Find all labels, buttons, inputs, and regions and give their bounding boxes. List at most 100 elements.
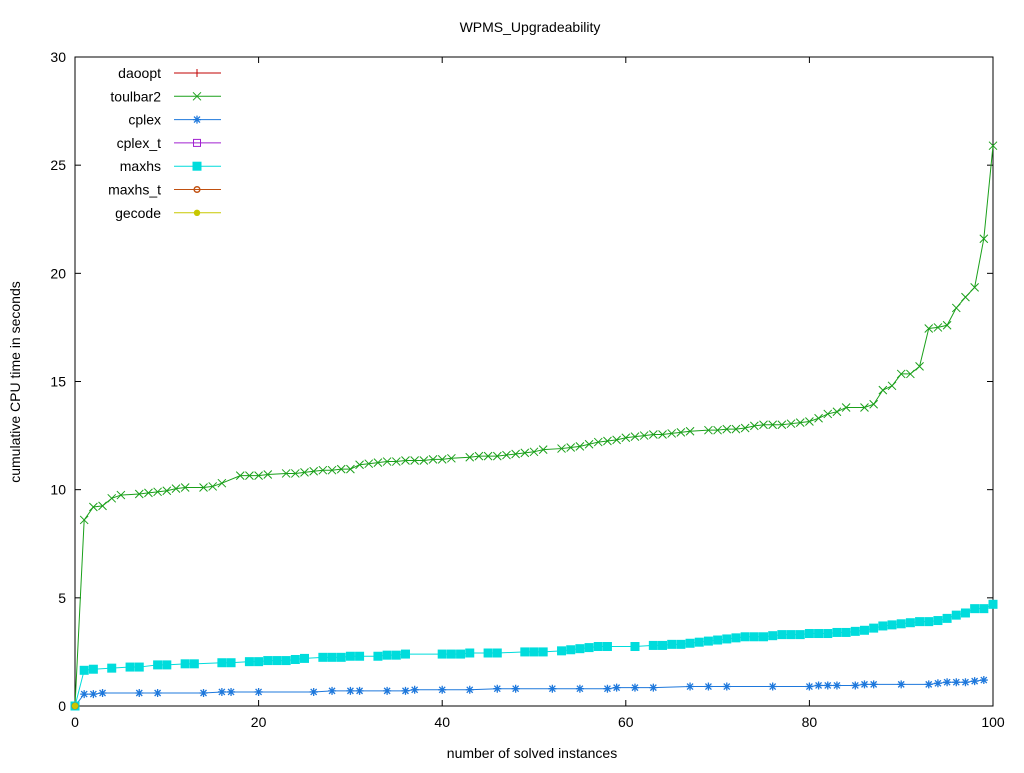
data-point [382, 650, 392, 660]
data-point [740, 632, 750, 642]
marker-stroke [419, 456, 429, 465]
marker-stroke [428, 455, 438, 464]
data-point [309, 687, 318, 696]
marker-shape [566, 645, 576, 655]
marker-stroke [933, 323, 943, 332]
data-point [970, 677, 979, 686]
marker-stroke [79, 515, 89, 525]
data-point [355, 460, 364, 470]
data-point [887, 381, 897, 391]
data-point [713, 425, 722, 435]
marker-stroke [759, 420, 768, 430]
x-tick-label: 20 [251, 714, 267, 730]
y-tick-label: 20 [50, 265, 66, 281]
marker-shape [180, 659, 190, 669]
data-point [401, 456, 410, 465]
marker-stroke [89, 690, 98, 699]
marker-stroke [704, 425, 713, 435]
marker-stroke [382, 457, 392, 466]
marker-stroke [906, 369, 915, 379]
marker-shape [960, 608, 970, 618]
data-point [217, 687, 226, 696]
data-point [612, 435, 621, 445]
marker-shape [722, 634, 732, 644]
marker-stroke [193, 69, 201, 77]
marker-shape [979, 604, 989, 614]
marker-stroke [897, 680, 906, 689]
marker-stroke [805, 417, 814, 426]
data-point [777, 420, 787, 430]
marker-stroke [731, 424, 741, 434]
marker-shape [915, 617, 925, 627]
legend-entry-maxhs_t: maxhs_t [108, 182, 221, 198]
marker-stroke [355, 686, 364, 695]
data-point [676, 427, 686, 437]
data-point [474, 451, 484, 461]
data-point [382, 457, 392, 466]
marker-stroke [410, 456, 420, 465]
data-point [740, 423, 750, 433]
marker-stroke [621, 433, 631, 443]
data-point [603, 684, 612, 693]
data-point [134, 662, 144, 672]
data-point [658, 430, 667, 439]
marker-shape [88, 664, 98, 674]
data-point [446, 649, 456, 659]
marker-stroke [575, 684, 584, 693]
data-point [814, 629, 824, 639]
marker-stroke [465, 685, 474, 694]
data-point [648, 640, 658, 650]
marker-shape [740, 632, 750, 642]
data-point [419, 456, 429, 465]
legend-marker [193, 209, 201, 216]
marker-stroke [704, 682, 713, 691]
marker-stroke [915, 362, 924, 371]
data-point [933, 616, 943, 626]
marker-stroke [336, 464, 346, 474]
marker-shape [189, 659, 199, 669]
data-point [924, 617, 934, 627]
marker-shape [391, 650, 401, 660]
data-point [942, 320, 952, 330]
marker-stroke [355, 460, 364, 470]
data-point [878, 385, 888, 395]
legend-entry-cplex_t: cplex_t [117, 135, 221, 151]
marker-shape [446, 649, 456, 659]
marker-stroke [878, 385, 888, 395]
marker-shape [263, 656, 273, 666]
x-tick-label: 80 [802, 714, 818, 730]
data-point [345, 651, 355, 661]
x-axis-label: number of solved instances [447, 745, 617, 761]
marker-stroke [254, 471, 263, 480]
marker-stroke [667, 429, 677, 438]
marker-shape [192, 161, 202, 171]
data-point [447, 453, 456, 463]
data-point [98, 689, 107, 698]
data-point [245, 471, 254, 480]
series-line-toulbar2 [74, 145, 994, 707]
data-point [933, 323, 943, 332]
data-point [804, 629, 814, 639]
data-point [153, 660, 163, 670]
data-point [244, 657, 254, 667]
data-point [630, 642, 640, 652]
data-point [227, 687, 236, 696]
marker-stroke [263, 470, 273, 479]
legend-entry-gecode: gecode [115, 205, 221, 221]
marker-stroke [603, 684, 612, 693]
data-point [355, 686, 364, 695]
marker-shape [859, 625, 869, 635]
marker-stroke [483, 451, 493, 461]
marker-shape [373, 651, 383, 661]
data-point [805, 417, 814, 426]
marker-shape [538, 647, 548, 657]
data-point [915, 362, 924, 371]
data-point [98, 501, 107, 511]
data-point [612, 683, 621, 692]
marker-stroke [217, 478, 227, 488]
data-point [942, 613, 952, 623]
data-point [208, 482, 218, 491]
data-point [667, 429, 677, 438]
marker-stroke [327, 465, 337, 475]
marker-stroke [924, 680, 933, 689]
